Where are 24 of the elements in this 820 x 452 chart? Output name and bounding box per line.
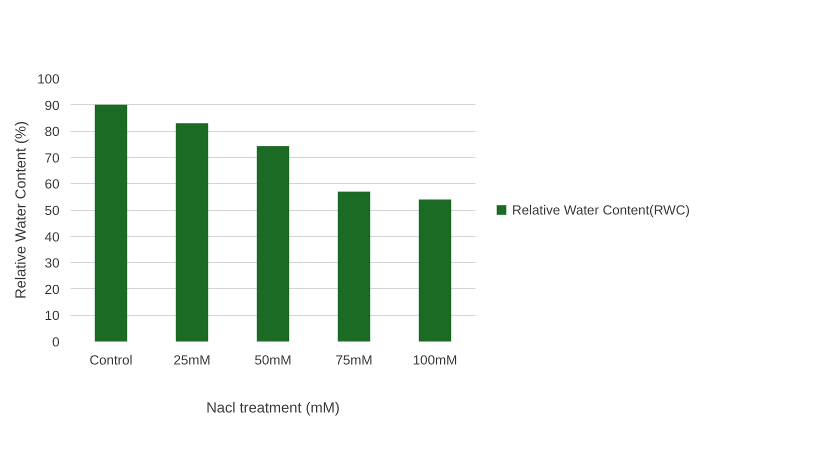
x-tick-label: Control	[90, 352, 133, 368]
x-tick-label: 25mM	[173, 352, 211, 368]
bar	[176, 123, 208, 342]
y-tick-label: 50	[44, 203, 60, 218]
legend-label: Relative Water Content(RWC)	[512, 202, 690, 217]
y-tick-label: 90	[44, 98, 60, 113]
bar	[94, 104, 128, 342]
x-axis-title: Nacl treatment (mM)	[206, 400, 340, 416]
y-tick-label: 10	[44, 308, 60, 324]
x-tick-label: 75mM	[335, 352, 373, 368]
x-tick-label: 100mM	[412, 352, 458, 368]
y-axis-title: Relative Water Content (%)	[13, 121, 30, 299]
bar	[418, 199, 452, 342]
y-tick-label: 70	[44, 150, 60, 166]
y-tick-label: 100	[37, 72, 60, 86]
bar	[338, 192, 370, 342]
y-tick-label: 40	[44, 229, 60, 244]
y-tick-label: 80	[44, 124, 60, 140]
x-tick-label: 50mM	[254, 352, 292, 368]
y-tick-label: 20	[44, 282, 60, 297]
y-tick-label: 30	[44, 256, 60, 271]
bar	[256, 146, 290, 342]
y-tick-label: 0	[52, 334, 60, 350]
y-tick-label: 60	[44, 176, 60, 192]
